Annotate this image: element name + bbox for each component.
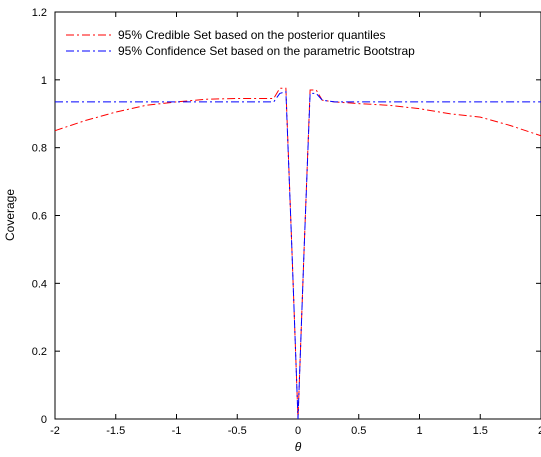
y-axis-title: Coverage — [3, 189, 17, 241]
legend: 95% Credible Set based on the posterior … — [66, 28, 415, 58]
x-tick-label: 1 — [416, 425, 422, 437]
legend-label-1: 95% Credible Set based on the posterior … — [118, 28, 386, 42]
x-tick-label: 2 — [538, 425, 541, 437]
y-tick-label: 0.6 — [32, 211, 47, 223]
x-tick-label: -2 — [50, 425, 60, 437]
series-layer — [54, 87, 541, 420]
y-tick-label: 0 — [41, 414, 47, 426]
y-tick-label: 0.8 — [32, 143, 47, 155]
x-tick-label: -1 — [172, 425, 182, 437]
y-tick-label: 0.4 — [32, 278, 47, 290]
x-tick-label: 0 — [295, 425, 301, 437]
x-tick-label: 1.5 — [473, 425, 488, 437]
x-axis-title: θ — [295, 440, 302, 454]
axis-ticks: -2 -1.5 -1 -0.5 0 0.5 1 1.5 2 0 0.2 0.4 0.6 0.8 1 1.2 — [32, 7, 541, 437]
x-tick-label: 0.5 — [351, 425, 366, 437]
y-tick-label: 0.2 — [32, 346, 47, 358]
y-tick-label: 1.2 — [32, 7, 47, 19]
x-tick-label: -1.5 — [106, 425, 125, 437]
x-tick-label: -0.5 — [228, 425, 247, 437]
legend-label-2: 95% Confidence Set based on the parametr… — [118, 44, 415, 58]
series-line-2 — [55, 91, 541, 420]
plot-area — [54, 11, 541, 420]
y-tick-label: 1 — [41, 75, 47, 87]
